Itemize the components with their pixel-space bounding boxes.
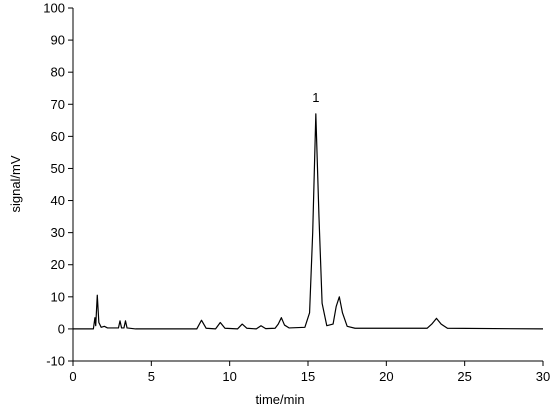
x-tick-label: 0	[69, 369, 76, 384]
y-axis-label: signal/mV	[8, 155, 23, 212]
y-tick-label: 30	[51, 225, 65, 240]
y-tick-label: 40	[51, 193, 65, 208]
x-tick-label: 20	[379, 369, 393, 384]
y-tick-label: 50	[51, 161, 65, 176]
y-tick-label: 20	[51, 257, 65, 272]
y-tick-label: 60	[51, 129, 65, 144]
y-tick-label: 100	[43, 1, 65, 16]
x-tick-label: 15	[301, 369, 315, 384]
y-tick-label: 0	[58, 321, 65, 336]
y-tick-label: 90	[51, 33, 65, 48]
x-axis-label: time/min	[255, 392, 304, 407]
signal-line	[73, 113, 544, 330]
x-tick-label: 5	[148, 369, 155, 384]
x-tick-label: 10	[222, 369, 236, 384]
y-tick-label: 10	[51, 289, 65, 304]
y-tick-label: -10	[46, 354, 65, 369]
x-tick-label: 25	[457, 369, 471, 384]
y-tick-label: 70	[51, 97, 65, 112]
peak-annotation: 1	[312, 90, 319, 105]
x-tick-label: 30	[536, 369, 550, 384]
y-tick-label: 80	[51, 65, 65, 80]
